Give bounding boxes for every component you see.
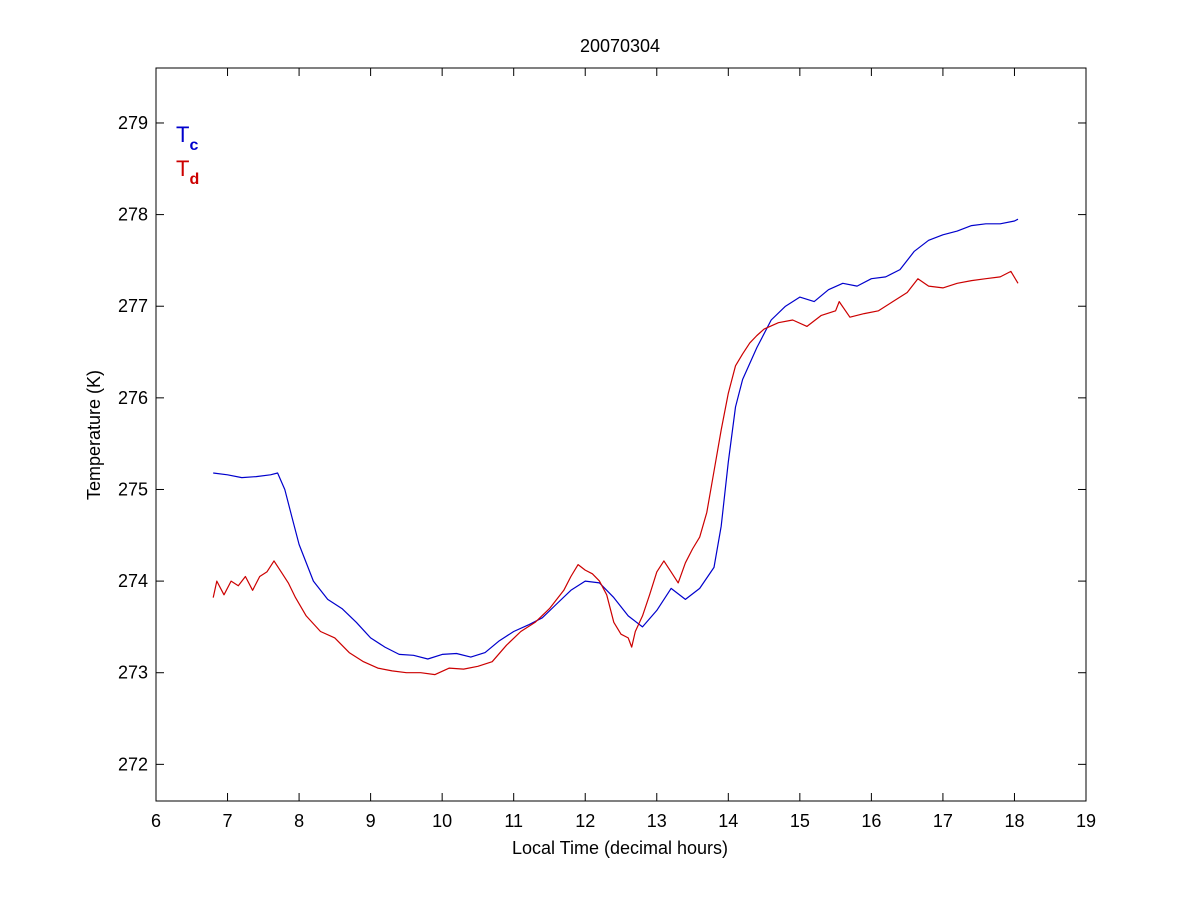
- x-tick-label: 15: [790, 811, 810, 831]
- y-tick-label: 278: [118, 205, 148, 225]
- legend-label-base: T: [176, 156, 189, 181]
- x-tick-label: 19: [1076, 811, 1096, 831]
- x-tick-label: 16: [861, 811, 881, 831]
- series-line-tc: [213, 218, 1019, 660]
- legend-label-subscript: c: [189, 137, 198, 154]
- x-tick-label: 9: [366, 811, 376, 831]
- x-tick-label: 14: [718, 811, 738, 831]
- legend-entry-tc: Tc: [176, 122, 198, 154]
- y-tick-label: 274: [118, 571, 148, 591]
- x-tick-label: 6: [151, 811, 161, 831]
- series-layer: [212, 218, 1019, 676]
- y-tick-label: 272: [118, 754, 148, 774]
- legend-label-base: T: [176, 122, 189, 147]
- x-tick-label: 10: [432, 811, 452, 831]
- axis-ticks: [155, 68, 1087, 801]
- y-axis-label: Temperature (K): [84, 370, 104, 500]
- y-tick-label: 277: [118, 296, 148, 316]
- y-tick-label: 273: [118, 663, 148, 683]
- x-tick-label: 7: [223, 811, 233, 831]
- x-tick-label: 11: [504, 811, 523, 831]
- y-tick-label: 275: [118, 479, 148, 499]
- x-tick-label: 12: [575, 811, 595, 831]
- y-tick-label: 279: [118, 113, 148, 133]
- legend-entry-td: Td: [176, 156, 199, 188]
- x-tick-label: 18: [1004, 811, 1024, 831]
- x-axis-label: Local Time (decimal hours): [512, 838, 728, 858]
- x-tick-label: 17: [933, 811, 953, 831]
- y-tick-label: 276: [118, 388, 148, 408]
- series-line-td: [212, 270, 1019, 676]
- axis-tick-labels: 6 7 8 9 10 11 12 13 14 15 16 17 18 19 272 273 274 275 276 2…: [118, 113, 1096, 831]
- plot-frame: [155, 67, 1087, 802]
- legend-label-subscript: d: [189, 171, 199, 188]
- x-tick-label: 13: [647, 811, 667, 831]
- x-tick-label: 8: [294, 811, 304, 831]
- chart-title: 20070304: [580, 36, 660, 56]
